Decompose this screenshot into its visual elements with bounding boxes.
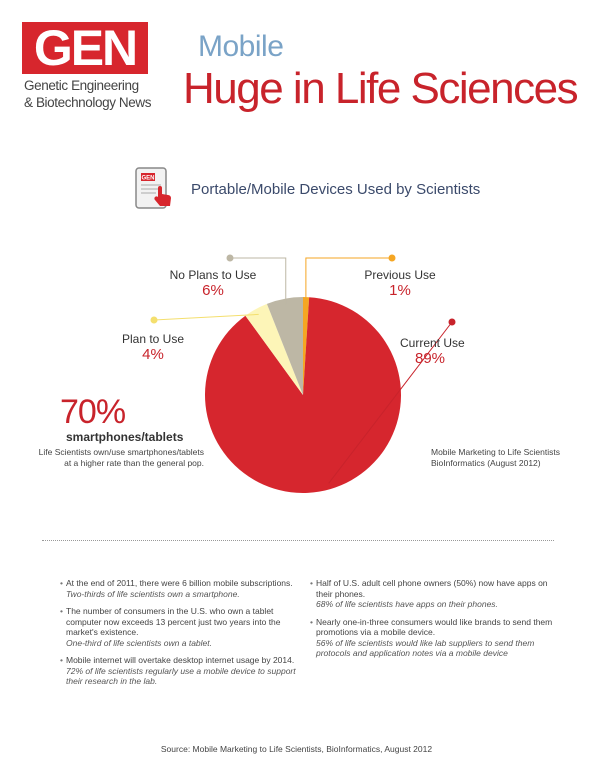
chart-title: Portable/Mobile Devices Used by Scientis… [191,181,481,198]
leader-dot [388,254,396,262]
footer-source: Source: Mobile Marketing to Life Scienti… [160,744,433,754]
fact-stat: One-third of life scientists own a table… [66,637,212,648]
fact-text: At the end of 2011, there were 6 billion… [66,578,293,588]
leader-line [153,313,259,321]
slice-name: Current Use [400,336,465,350]
slice-name: No Plans to Use [169,268,257,282]
gen-logo: GEN Genetic Engineering & Biotechnology … [22,22,152,116]
leader-line [328,321,453,484]
logo-subtitle-line1: Genetic Engineering [24,78,139,93]
logo-subtitle-line2: & Biotechnology News [24,95,152,110]
fact-text: The number of consumers in the U.S. who … [66,606,281,637]
leader-line [305,257,392,304]
leader-dot [150,316,158,324]
chart-source-note: Mobile Marketing to Life Scientists BioI… [431,447,560,468]
fact-item: • At the end of 2011, there were 6 billio… [60,578,304,599]
slice-name: Plan to Use [121,332,185,346]
slice-value: 1% [389,282,411,299]
fact-stat: 72% of life scientists regularly use a m… [66,665,296,687]
label-current-use: Current Use 89% [400,336,465,367]
pie-slice-previous-use [303,297,310,395]
tablet-touch-icon: GEN [135,167,171,209]
page-title: Huge in Life Sciences [183,64,579,113]
bullet-dot-icon: • [60,606,63,616]
leader-dot [226,254,234,262]
fact-item: • Nearly one-in-three consumers would lik… [310,616,554,659]
slice-value: 6% [202,282,224,299]
fact-stat: 68% of life scientists have apps on thei… [316,599,498,609]
facts-column-right: • Half of U.S. adult cell phone owners (5… [310,578,554,666]
section-divider [42,540,554,541]
fact-item: • Half of U.S. adult cell phone owners (5… [310,578,554,610]
fact-item: • The number of consumers in the U.S. who… [60,606,304,648]
bullet-dot-icon: • [60,655,63,665]
fact-text: Half of U.S. adult cell phone owners (50… [316,578,548,599]
bullet-dot-icon: • [310,578,313,588]
bullet-dot-icon: • [60,578,63,588]
callout-description: Life Scientists own/use smartphones/tabl… [38,447,204,468]
facts-column-left: • At the end of 2011, there were 6 billio… [60,578,304,694]
leader-dot [448,318,456,326]
pie-slice-current-use [205,297,401,494]
fact-text: Mobile internet will overtake desktop in… [66,655,295,665]
label-no-plans-to-use: No Plans to Use 6% [168,268,258,299]
slice-value: 4% [142,346,164,363]
callout-label: smartphones/tablets [66,430,184,444]
bullet-dot-icon: • [310,616,313,627]
fact-stat: Two-thirds of life scientists own a smar… [66,588,240,599]
fact-stat: 56% of life scientists would like lab su… [316,637,535,659]
fact-text: Nearly one-in-three consumers would like… [316,616,553,638]
label-previous-use: Previous Use 1% [360,268,440,299]
pie-chart [150,254,456,494]
pie-slice-plan-to-use [245,303,303,395]
page-kicker: Mobile [198,30,284,63]
leader-line [230,257,287,305]
callout-value: 70% [60,393,126,431]
slice-name: Previous Use [364,268,436,282]
slice-value: 89% [414,350,446,367]
svg-text:GEN: GEN [141,176,154,182]
label-plan-to-use: Plan to Use 4% [118,332,188,363]
logo-mark: GEN [22,22,148,74]
fact-item: • Mobile internet will overtake desktop i… [60,655,304,687]
pie-slice-no-plans-to-use [266,297,303,395]
